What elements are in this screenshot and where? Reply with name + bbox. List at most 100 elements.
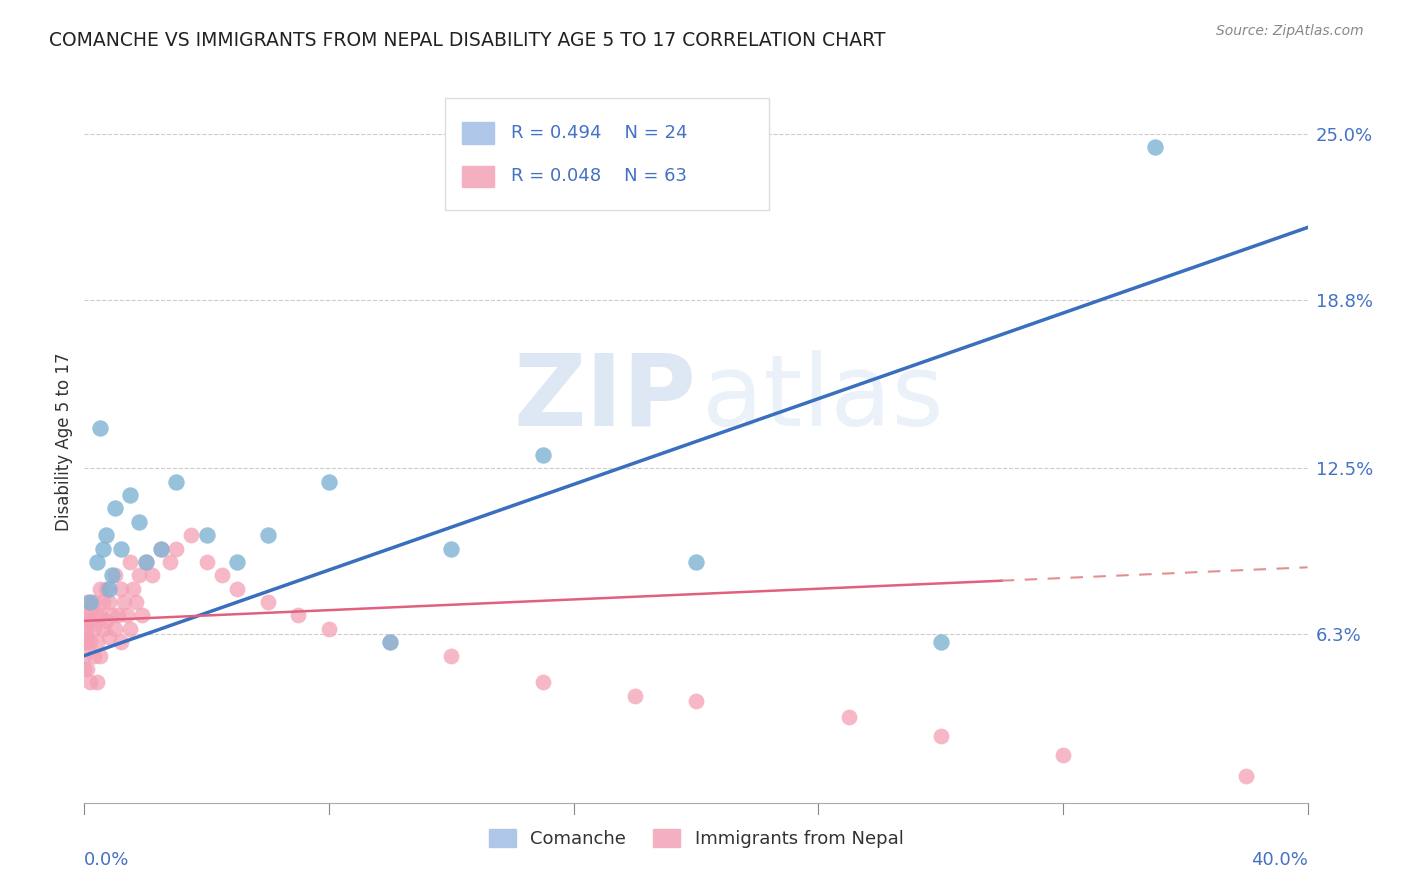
Point <box>101 608 124 623</box>
Point <box>79 635 101 649</box>
Point <box>83 648 105 663</box>
Point <box>531 675 554 690</box>
Point <box>91 541 114 556</box>
Point <box>76 595 98 609</box>
Text: ZIP: ZIP <box>513 350 696 447</box>
Point <box>929 729 952 743</box>
Point <box>83 595 105 609</box>
Point <box>110 582 132 596</box>
Point <box>318 475 340 489</box>
Point <box>86 635 108 649</box>
Point <box>149 541 172 556</box>
Point <box>91 622 114 636</box>
Point <box>73 648 96 663</box>
Point <box>531 448 554 462</box>
Point <box>380 635 402 649</box>
Point <box>112 595 135 609</box>
Point <box>86 675 108 690</box>
Point <box>380 635 402 649</box>
Point <box>73 662 96 676</box>
Point <box>86 608 108 623</box>
Point <box>165 541 187 556</box>
Point <box>120 555 142 569</box>
Point <box>83 622 105 636</box>
Point <box>107 608 129 623</box>
Point <box>195 528 218 542</box>
Text: 0.0%: 0.0% <box>84 851 129 869</box>
Point <box>929 635 952 649</box>
Bar <box>463 166 494 187</box>
Y-axis label: Disability Age 5 to 17: Disability Age 5 to 17 <box>55 352 73 531</box>
Point <box>624 689 647 703</box>
Text: 40.0%: 40.0% <box>1251 851 1308 869</box>
Point <box>440 541 463 556</box>
Point <box>226 555 249 569</box>
Point <box>131 608 153 623</box>
Point <box>104 501 127 516</box>
Point <box>257 595 280 609</box>
Point <box>685 694 707 708</box>
Legend: Comanche, Immigrants from Nepal: Comanche, Immigrants from Nepal <box>481 822 911 855</box>
Point <box>94 582 117 596</box>
Point <box>135 555 157 569</box>
Point <box>76 622 98 636</box>
Point <box>76 635 98 649</box>
Point <box>159 555 181 569</box>
Point <box>91 595 114 609</box>
Point <box>79 614 101 628</box>
Point <box>76 662 98 676</box>
Point <box>89 648 111 663</box>
Text: atlas: atlas <box>702 350 943 447</box>
Point <box>73 608 96 623</box>
Point <box>73 622 96 636</box>
Point <box>104 568 127 582</box>
Point <box>104 622 127 636</box>
Point <box>257 528 280 542</box>
Point <box>97 595 120 609</box>
Point <box>440 648 463 663</box>
Point <box>73 635 96 649</box>
Point <box>135 555 157 569</box>
Point <box>110 635 132 649</box>
Point <box>122 582 145 596</box>
Text: R = 0.494    N = 24: R = 0.494 N = 24 <box>512 124 688 142</box>
Point <box>128 568 150 582</box>
Text: Source: ZipAtlas.com: Source: ZipAtlas.com <box>1216 24 1364 38</box>
Point <box>120 488 142 502</box>
Point <box>685 555 707 569</box>
Text: R = 0.048    N = 63: R = 0.048 N = 63 <box>512 168 688 186</box>
Point <box>211 568 233 582</box>
Point <box>89 608 111 623</box>
Point <box>97 630 120 644</box>
Bar <box>463 122 494 144</box>
Point <box>101 568 124 582</box>
FancyBboxPatch shape <box>446 98 769 211</box>
Point <box>180 528 202 542</box>
Point <box>318 622 340 636</box>
Point <box>128 515 150 529</box>
Point <box>89 421 111 435</box>
Point <box>287 608 309 623</box>
Point <box>86 555 108 569</box>
Point <box>838 710 860 724</box>
Point <box>94 614 117 628</box>
Point <box>149 541 172 556</box>
Point <box>226 582 249 596</box>
Point <box>94 528 117 542</box>
Point <box>110 541 132 556</box>
Point <box>125 595 148 609</box>
Point <box>89 582 111 596</box>
Point <box>1143 140 1166 154</box>
Point <box>79 675 101 690</box>
Point <box>115 608 138 623</box>
Point <box>120 622 142 636</box>
Point <box>1052 747 1074 762</box>
Point <box>1236 769 1258 783</box>
Point <box>79 595 101 609</box>
Point <box>195 555 218 569</box>
Point <box>97 582 120 596</box>
Text: COMANCHE VS IMMIGRANTS FROM NEPAL DISABILITY AGE 5 TO 17 CORRELATION CHART: COMANCHE VS IMMIGRANTS FROM NEPAL DISABI… <box>49 31 886 50</box>
Point <box>141 568 163 582</box>
Point <box>165 475 187 489</box>
Point <box>79 603 101 617</box>
